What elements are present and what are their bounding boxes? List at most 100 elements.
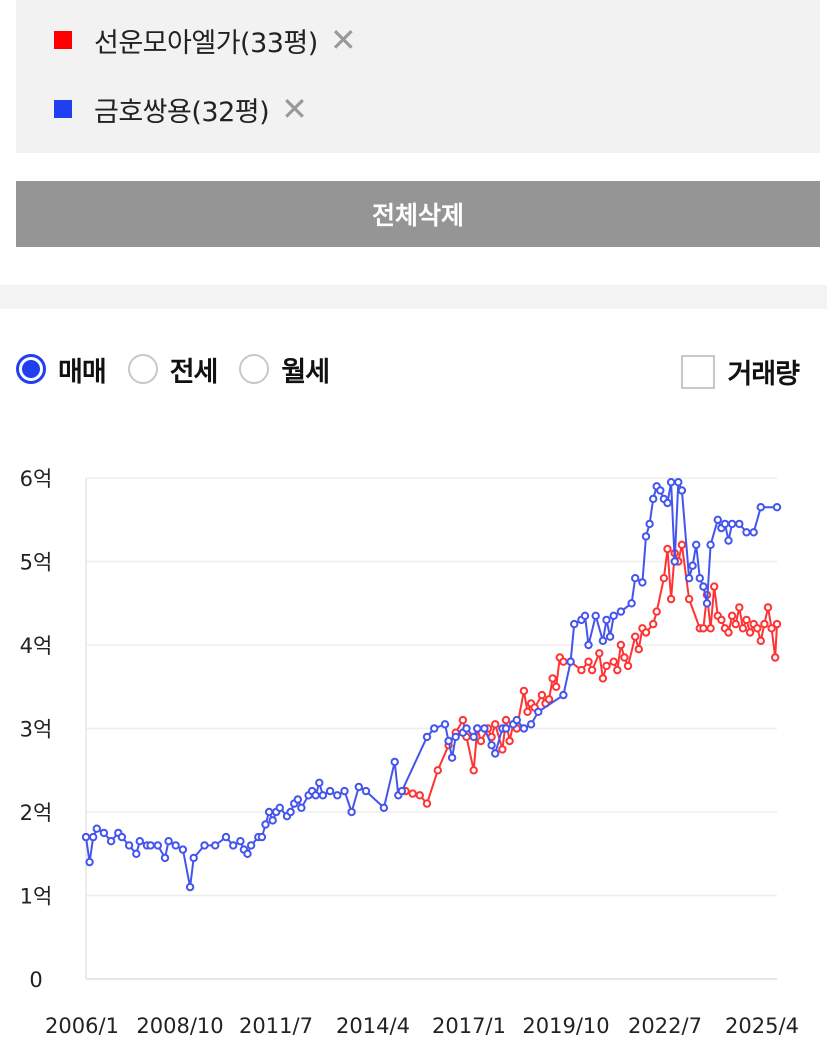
radio-monthly-rent[interactable]: 월세 <box>239 350 330 389</box>
series-2-point <box>631 574 640 583</box>
series-1-point <box>745 628 755 637</box>
series-1-point <box>613 665 622 675</box>
series-2-point <box>559 690 568 700</box>
series-2-point <box>487 741 496 750</box>
series-1-point <box>753 624 762 633</box>
series-2-point <box>720 519 730 529</box>
series-2-point <box>598 636 608 646</box>
series-2-point <box>702 599 712 608</box>
series-2-point <box>135 837 145 846</box>
series-1-point <box>498 745 507 754</box>
selected-item-1-label: 선운모아엘가(33평) <box>94 27 318 59</box>
series-1-point <box>598 674 608 683</box>
series-1-color-swatch <box>54 31 72 49</box>
series-1-point <box>523 707 532 716</box>
volume-toggle[interactable]: 거래량 <box>681 352 800 391</box>
series-2-point <box>501 724 511 733</box>
volume-checkbox[interactable] <box>681 354 716 389</box>
series-1-point <box>422 799 432 808</box>
series-1-point <box>548 674 557 683</box>
series-2-point <box>724 536 733 545</box>
series-2-point <box>469 732 478 742</box>
series-2-point <box>444 736 453 746</box>
x-tick-label: 2022/7 <box>628 1014 702 1038</box>
delete-all-button[interactable]: 전체삭제 <box>16 181 820 247</box>
series-2-point <box>92 824 102 833</box>
series-2-point <box>735 519 744 529</box>
series-1-point <box>616 640 626 650</box>
remove-item-2-icon[interactable]: ✕ <box>281 90 308 128</box>
series-2-point <box>354 782 363 792</box>
series-2 <box>81 478 782 892</box>
series-2-point <box>440 720 450 729</box>
series-1-point <box>731 619 740 629</box>
series-2-color-swatch <box>54 100 72 118</box>
radio-jeonse-indicator[interactable] <box>127 354 158 384</box>
series-2-point <box>200 841 209 850</box>
series-1-point <box>476 736 486 746</box>
series-1-point <box>620 653 629 662</box>
series-1-point <box>756 636 765 646</box>
x-axis-ticks: 2006/1 2008/10 2011/7 2014/4 2017/1 2019/10 20… <box>45 1014 799 1038</box>
series-1-point <box>677 540 687 550</box>
series-2-point <box>178 845 188 854</box>
series-1-point <box>491 720 500 729</box>
series-2-point <box>211 841 220 850</box>
series-2-point <box>146 841 155 850</box>
series-1-point <box>552 682 561 692</box>
radio-jeonse[interactable]: 전세 <box>127 350 218 389</box>
series-2-point <box>89 832 98 842</box>
series-1-point <box>587 665 597 675</box>
series-2-point <box>430 724 439 733</box>
series-2-point <box>473 724 482 733</box>
series-1-point <box>433 766 442 775</box>
series-1-point <box>652 607 661 616</box>
series-2-point <box>106 837 116 846</box>
series-2-point <box>684 574 694 583</box>
series-1-point <box>602 661 611 671</box>
series-2-point <box>361 786 371 796</box>
series-2-point <box>688 561 697 570</box>
series-2-point <box>171 841 180 850</box>
series-2-point <box>333 791 342 800</box>
series-2-point <box>570 619 579 629</box>
series-2-point <box>261 820 270 829</box>
series-1-point <box>706 624 715 633</box>
series-1-point <box>763 603 773 612</box>
y-axis-ticks: 0 1억 2억 3억 4억 5억 6억 <box>20 467 53 992</box>
series-2-point <box>185 882 195 892</box>
selected-item-2: 금호쌍용(32평) ✕ <box>54 89 308 129</box>
x-tick-label: 2011/7 <box>239 1014 313 1038</box>
series-2-point <box>727 519 737 529</box>
series-2-point <box>462 724 471 733</box>
series-2-point <box>584 640 593 650</box>
section-divider <box>0 285 827 309</box>
series-2-point <box>221 832 231 842</box>
series-1-point <box>649 619 658 629</box>
series-2-point <box>645 519 654 529</box>
series-2-point <box>318 791 328 800</box>
trade-type-radio-group: 매매 전세 월세 <box>16 349 351 389</box>
series-2-point <box>422 732 432 742</box>
series-2-point <box>268 816 277 825</box>
series-1-point <box>699 624 708 633</box>
radio-sale[interactable]: 매매 <box>16 350 107 389</box>
series-2-point <box>638 578 647 587</box>
series-2-point <box>713 515 722 525</box>
series-2-point <box>347 807 356 817</box>
series-2-point <box>164 837 173 846</box>
series-1-point <box>609 657 618 666</box>
x-tick-label: 2014/4 <box>336 1014 410 1038</box>
radio-monthly-rent-indicator[interactable] <box>239 354 270 384</box>
series-1-point <box>727 611 737 621</box>
y-tick-label: 2억 <box>20 801 53 825</box>
series-2-point <box>756 502 765 512</box>
series-1-point <box>742 615 751 625</box>
series-2-point <box>656 486 665 495</box>
radio-sale-indicator[interactable] <box>16 354 46 384</box>
series-2-point <box>390 757 399 767</box>
series-1-point <box>631 632 640 641</box>
series-2-point <box>663 498 672 508</box>
series-1-point <box>760 619 769 629</box>
remove-item-1-icon[interactable]: ✕ <box>329 21 357 59</box>
